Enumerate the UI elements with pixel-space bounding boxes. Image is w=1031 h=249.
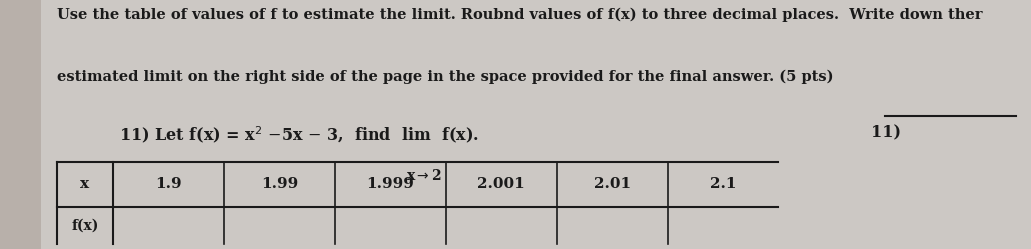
- Text: 2.001: 2.001: [477, 177, 525, 191]
- Bar: [0, 0, 41, 249]
- Text: 1.9: 1.9: [156, 177, 182, 191]
- Text: f(x): f(x): [71, 218, 99, 232]
- Text: 2.01: 2.01: [594, 177, 631, 191]
- Text: x: x: [80, 177, 90, 191]
- Text: 1.99: 1.99: [261, 177, 298, 191]
- Text: 1.999: 1.999: [367, 177, 414, 191]
- Text: 2.1: 2.1: [709, 177, 736, 191]
- Text: 11) Let f(x) = x$^2$ $-$5x $-$ 3,  find  lim  f(x).: 11) Let f(x) = x$^2$ $-$5x $-$ 3, find l…: [119, 124, 478, 145]
- Text: Use the table of values of f to estimate the limit. Roubnd values of f(x) to thr: Use the table of values of f to estimate…: [57, 7, 983, 22]
- Text: x$\to$2: x$\to$2: [406, 168, 442, 183]
- Text: 11): 11): [871, 124, 901, 141]
- Text: estimated limit on the right side of the page in the space provided for the fina: estimated limit on the right side of the…: [57, 70, 833, 84]
